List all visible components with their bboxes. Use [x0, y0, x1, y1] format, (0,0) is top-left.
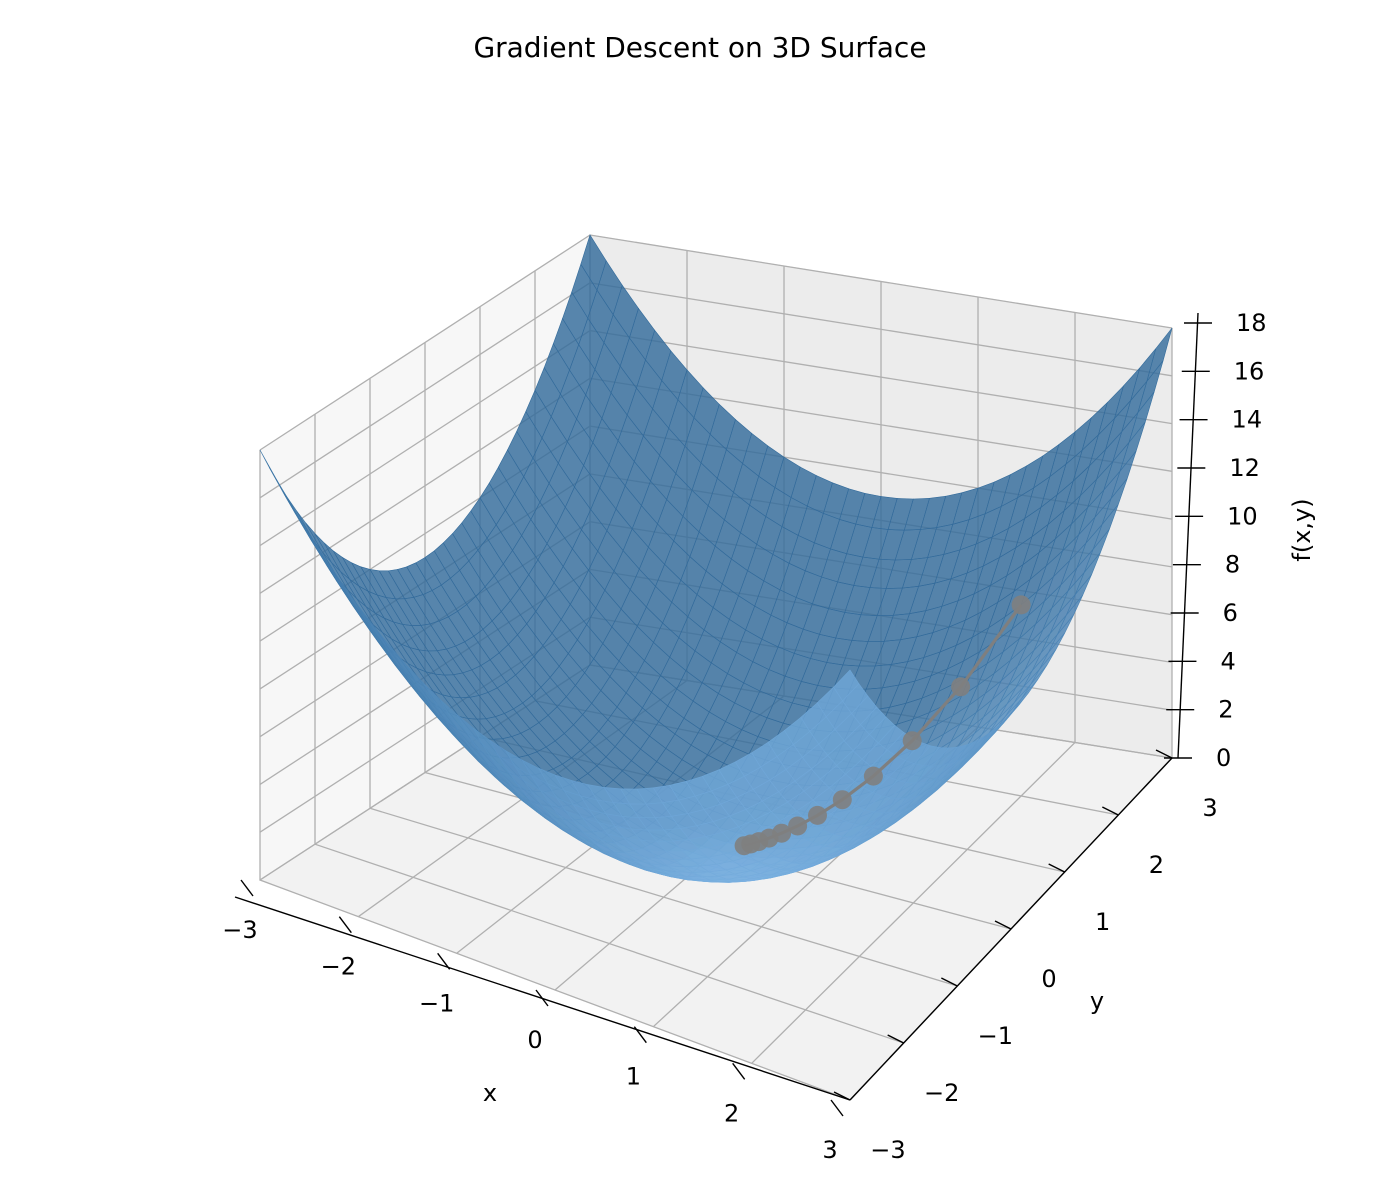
z-tick-label: 10 [1227, 502, 1258, 530]
x-tick-label: 3 [822, 1136, 837, 1164]
x-tick-mark [338, 916, 352, 934]
z-tick-label: 0 [1216, 744, 1231, 772]
path-point [1011, 595, 1031, 615]
x-axis-label: x [483, 1079, 497, 1107]
x-tick-label: −3 [222, 916, 257, 944]
path-point [863, 766, 883, 786]
chart-title: Gradient Descent on 3D Surface [473, 31, 926, 64]
y-tick-label: 1 [1095, 908, 1110, 936]
x-tick-label: 2 [724, 1099, 739, 1127]
y-tick-label: 0 [1041, 965, 1056, 993]
x-tick-mark [535, 989, 549, 1007]
y-axis-label: y [1090, 987, 1104, 1015]
z-tick-label: 8 [1225, 551, 1240, 579]
path-point [808, 805, 827, 825]
y-tick-mark [994, 920, 1012, 930]
z-axis-label: f(x,y) [1288, 498, 1316, 561]
z-tick-label: 2 [1218, 696, 1233, 724]
y-tick-mark [1048, 863, 1065, 873]
path-point [734, 836, 754, 856]
z-tick-label: 6 [1223, 599, 1238, 627]
descent-path [734, 595, 1031, 856]
y-tick-mark [1155, 749, 1173, 759]
x-tick-mark [633, 1026, 647, 1044]
x-tick-label: −2 [321, 953, 356, 981]
y-tick-mark [833, 1091, 851, 1101]
y-tick-mark [941, 977, 958, 987]
z-tick-label: 4 [1220, 647, 1235, 675]
y-tick-label: 3 [1202, 794, 1217, 822]
y-tick-label: 2 [1149, 851, 1164, 879]
y-tick-label: −1 [978, 1022, 1013, 1050]
path-point [788, 816, 808, 836]
x-tick-label: −1 [419, 989, 454, 1017]
z-tick-label: 16 [1234, 357, 1265, 385]
path-point [832, 790, 852, 810]
z-axis-line [1177, 312, 1199, 759]
path-point [951, 677, 971, 697]
z-tick-label: 14 [1232, 406, 1263, 434]
x-tick-label: 1 [626, 1063, 641, 1091]
x-tick-label: 0 [527, 1026, 542, 1054]
y-tick-mark [1102, 806, 1119, 816]
x-tick-mark [240, 879, 254, 897]
x-tick-mark [732, 1062, 746, 1080]
x-tick-mark [830, 1099, 844, 1117]
z-tick-label: 12 [1229, 454, 1260, 482]
y-tick-label: −2 [924, 1079, 959, 1107]
path-point [902, 731, 922, 751]
x-tick-mark [437, 952, 451, 970]
surface-facet [833, 669, 860, 702]
z-tick-label: 18 [1236, 309, 1267, 337]
y-tick-mark [887, 1034, 904, 1044]
y-tick-label: −3 [870, 1136, 905, 1164]
surface-mesh [259, 234, 1173, 883]
